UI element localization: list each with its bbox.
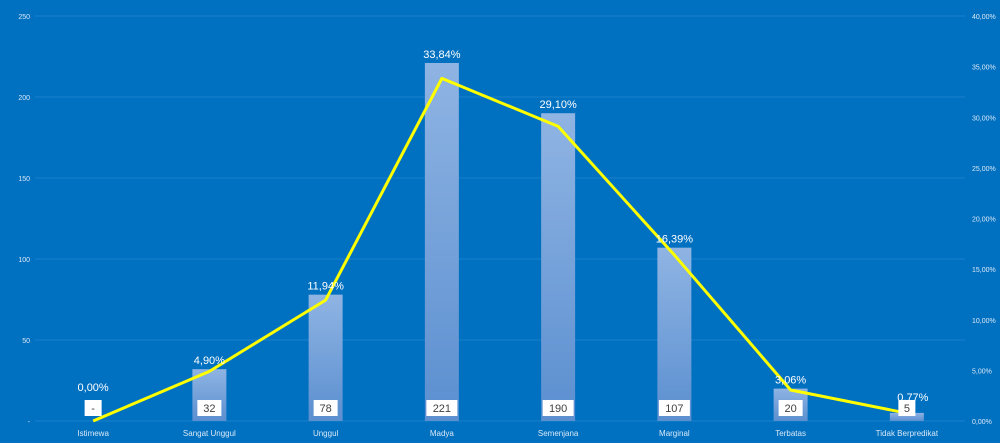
count-label-box [542, 400, 574, 416]
y-left-tick-label: 100 [18, 257, 30, 264]
count-label: 190 [549, 403, 567, 415]
count-label: 20 [785, 403, 797, 415]
percent-label: 16,39% [656, 234, 694, 246]
percent-label: 4,90% [194, 355, 225, 367]
y-left-tick-label: 250 [18, 14, 30, 21]
y-axis-left: - 50 100 150 200 250 [18, 14, 30, 426]
y-right-tick-label: 0,00% [972, 419, 992, 426]
y-right-tick-label: 5,00% [972, 368, 992, 375]
gridlines [35, 15, 965, 422]
x-category-label: Terbatas [775, 429, 806, 438]
count-label-box [426, 400, 458, 416]
percent-label: 11,94% [307, 281, 344, 293]
y-left-tick-label: 50 [22, 338, 30, 345]
bar [541, 113, 576, 421]
y-right-tick-label: 10,00% [972, 318, 996, 325]
percent-line [92, 76, 908, 423]
count-label: 5 [904, 403, 910, 415]
percent-label: 0,00% [78, 382, 109, 394]
percent-line-path [92, 76, 908, 423]
percent-label: 33,84% [423, 49, 461, 61]
x-category-label: Sangat Unggul [183, 429, 236, 438]
count-label: - [91, 403, 95, 415]
count-label: 32 [203, 403, 215, 415]
count-label: 78 [320, 403, 332, 415]
y-right-tick-label: 40,00% [972, 14, 996, 21]
y-right-tick-label: 25,00% [972, 166, 996, 173]
x-category-label: Marginal [659, 429, 690, 438]
y-left-tick-label: 200 [18, 95, 30, 102]
x-category-label: Unggul [313, 429, 339, 438]
y-right-tick-label: 20,00% [972, 217, 996, 224]
y-axis-right: 0,00% 5,00% 10,00% 15,00% 20,00% 25,00% 30,00%… [972, 14, 996, 426]
bar [657, 247, 692, 421]
bar [424, 62, 459, 421]
y-left-tick-label: - [28, 419, 31, 426]
percent-label: 0,77% [897, 392, 928, 404]
count-label: 107 [665, 403, 683, 415]
y-right-tick-label: 35,00% [972, 65, 996, 72]
percent-labels: 0,00% 4,90% 11,94% 33,84% 29,10% 16,39% 3,06% 0… [78, 49, 929, 404]
percent-label: 3,06% [775, 375, 806, 387]
bars [192, 62, 924, 421]
x-category-label: Istimewa [77, 429, 109, 438]
x-category-label: Tidak Berpredikat [876, 429, 939, 438]
bar [308, 294, 343, 421]
y-right-tick-label: 30,00% [972, 115, 996, 122]
x-category-label: Semenjana [538, 429, 579, 438]
x-category-label: Madya [430, 429, 455, 438]
bar [889, 412, 924, 421]
percent-label: 29,10% [539, 99, 577, 111]
count-labels: - 32 78 221 190 107 20 5 [84, 400, 916, 416]
count-label-box [313, 400, 338, 416]
count-label-box [898, 400, 916, 416]
count-label-box [197, 400, 222, 416]
x-axis: Istimewa Sangat Unggul Unggul Madya Semenjan… [77, 429, 939, 438]
y-left-tick-label: 150 [18, 176, 30, 183]
count-label-box [778, 400, 803, 416]
y-right-tick-label: 15,00% [972, 267, 996, 274]
count-label-box [658, 400, 690, 416]
count-label: 221 [433, 403, 451, 415]
count-label-box [84, 400, 102, 416]
